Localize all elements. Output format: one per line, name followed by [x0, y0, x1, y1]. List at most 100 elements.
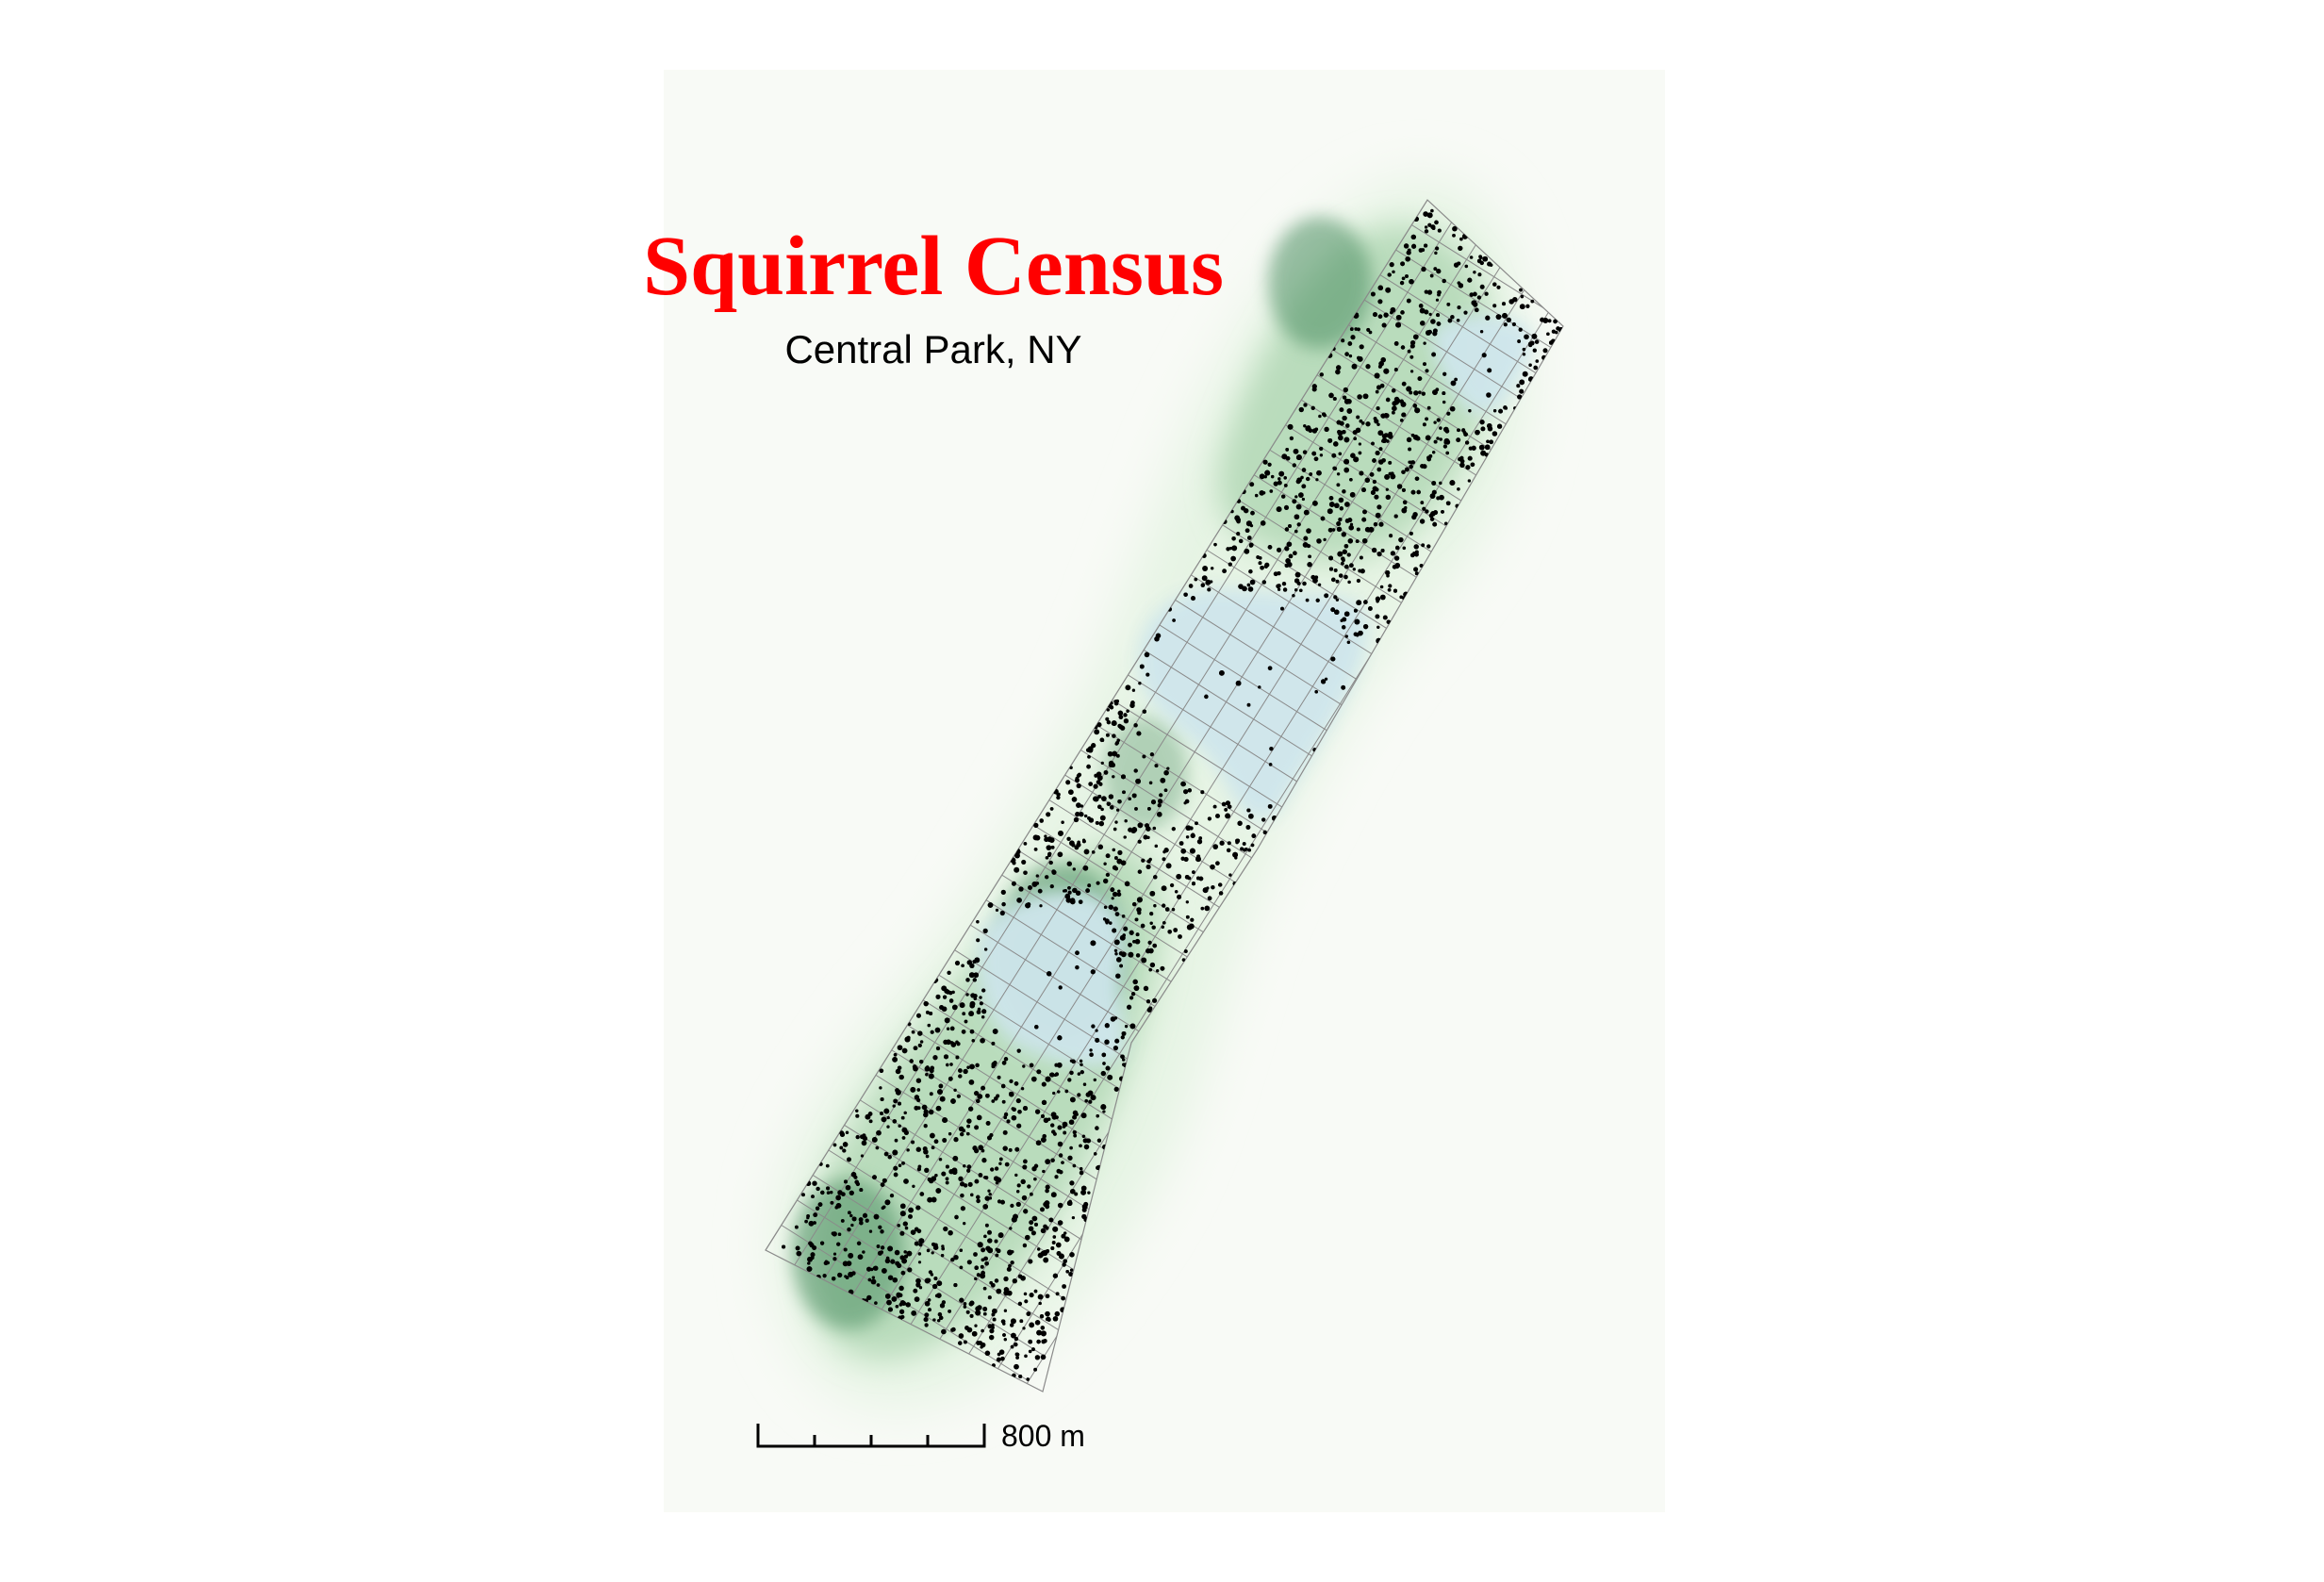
- sighting-dot: [1498, 408, 1504, 414]
- sighting-dot: [1000, 1199, 1005, 1205]
- sighting-dot: [1030, 1076, 1037, 1082]
- sighting-dot: [1160, 965, 1165, 971]
- sighting-dot: [1066, 1200, 1073, 1207]
- sighting-dot: [879, 1111, 884, 1116]
- sighting-dot: [1076, 812, 1080, 816]
- sighting-dot: [1404, 467, 1409, 472]
- sighting-dot: [1043, 1339, 1047, 1343]
- sighting-dot: [948, 1230, 953, 1236]
- sighting-dot: [1347, 538, 1354, 544]
- sighting-dot: [1113, 866, 1118, 871]
- sighting-dot: [1395, 314, 1402, 321]
- sighting-dot: [975, 1310, 981, 1316]
- sighting-dot: [1336, 472, 1341, 476]
- sighting-dot: [1046, 812, 1051, 817]
- sighting-dot: [969, 1063, 975, 1070]
- sighting-dot: [1318, 414, 1322, 419]
- sighting-dot: [1227, 804, 1232, 809]
- sighting-dot: [1147, 807, 1151, 811]
- sighting-dot: [1378, 447, 1383, 452]
- sighting-dot: [874, 1301, 878, 1305]
- sighting-dot: [1294, 588, 1298, 592]
- sighting-dot: [1344, 502, 1350, 507]
- sighting-dot: [1446, 303, 1451, 306]
- sighting-dot: [880, 1229, 884, 1234]
- sighting-dot: [918, 1243, 923, 1247]
- sighting-dot: [1315, 478, 1319, 482]
- sighting-dot: [1113, 1086, 1119, 1092]
- sighting-dot: [1401, 276, 1406, 281]
- sighting-dot: [1262, 459, 1268, 465]
- sighting-dot: [913, 1046, 918, 1051]
- sighting-dot: [933, 1139, 939, 1145]
- sighting-dot: [1118, 951, 1124, 956]
- sighting-dot: [923, 1000, 929, 1007]
- sighting-dot: [1166, 766, 1170, 770]
- sighting-dot: [993, 1176, 999, 1181]
- sighting-dot: [944, 1017, 950, 1024]
- sighting-dot: [1152, 943, 1158, 948]
- sighting-dot: [1120, 1035, 1125, 1040]
- sighting-dot: [1215, 861, 1220, 865]
- sighting-dot: [995, 1181, 999, 1185]
- sighting-dot: [1080, 1190, 1086, 1195]
- sighting-dot: [982, 1307, 988, 1311]
- sighting-dot: [963, 1305, 967, 1309]
- sighting-dot: [953, 1283, 958, 1288]
- sighting-dot: [1373, 312, 1377, 318]
- sighting-dot: [880, 1096, 884, 1102]
- sighting-dot: [1330, 607, 1336, 613]
- sighting-dot: [914, 1296, 920, 1302]
- sighting-dot: [994, 1166, 999, 1171]
- sighting-dot: [1210, 567, 1214, 570]
- sighting-dot: [1052, 1316, 1059, 1322]
- sighting-dot: [1069, 1145, 1073, 1150]
- sighting-dot: [1410, 489, 1416, 495]
- sighting-dot: [1376, 467, 1382, 472]
- sighting-dot: [960, 1206, 966, 1211]
- sighting-dot: [1262, 830, 1267, 835]
- sighting-dot: [1375, 389, 1379, 394]
- sighting-dot: [1367, 606, 1373, 611]
- sighting-dot: [875, 1145, 880, 1150]
- sighting-dot: [1134, 917, 1139, 922]
- sighting-dot: [1096, 1165, 1100, 1170]
- sighting-dot: [1045, 1188, 1049, 1194]
- sighting-dot: [1036, 1247, 1041, 1251]
- sighting-dot: [1227, 841, 1231, 846]
- sighting-dot: [908, 1213, 913, 1219]
- sighting-dot: [1096, 1114, 1099, 1118]
- sighting-dot: [1041, 1099, 1047, 1106]
- sighting-dot: [944, 988, 949, 994]
- sighting-dot: [943, 995, 948, 999]
- sighting-dot: [946, 1063, 949, 1067]
- sighting-dot: [1141, 858, 1146, 863]
- sighting-dot: [1331, 528, 1336, 532]
- sighting-dot: [947, 970, 951, 975]
- sighting-dot: [1173, 928, 1178, 932]
- sighting-dot: [1081, 1134, 1086, 1139]
- sighting-dot: [1328, 502, 1335, 507]
- sighting-dot: [1517, 339, 1522, 343]
- sighting-dot: [975, 957, 981, 963]
- sighting-dot: [1431, 226, 1436, 230]
- sighting-dot: [964, 1019, 968, 1024]
- sighting-dot: [1113, 939, 1120, 946]
- sighting-dot: [981, 1009, 987, 1014]
- sighting-dot: [971, 1330, 978, 1337]
- sighting-dot: [960, 1193, 964, 1198]
- sighting-dot: [1010, 1203, 1014, 1209]
- sighting-dot: [1119, 964, 1123, 968]
- sighting-dot: [1211, 884, 1215, 890]
- sighting-dot: [1128, 951, 1134, 958]
- sighting-dot: [1016, 1048, 1021, 1053]
- sighting-dot: [923, 1112, 929, 1118]
- sighting-dot: [1261, 580, 1267, 585]
- sighting-dot: [1339, 420, 1344, 426]
- sighting-dot: [1342, 395, 1347, 400]
- sighting-dot: [1288, 553, 1294, 559]
- sighting-dot: [1406, 437, 1412, 443]
- sighting-dot: [1435, 387, 1440, 392]
- sighting-dot: [1062, 1121, 1068, 1128]
- sighting-dot: [1308, 554, 1311, 559]
